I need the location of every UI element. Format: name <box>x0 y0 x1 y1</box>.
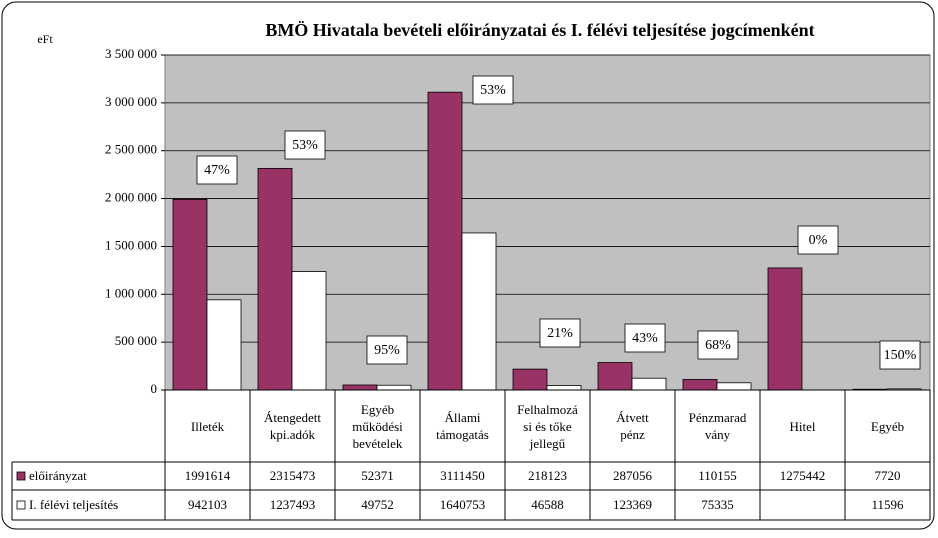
bar <box>461 232 497 391</box>
table-value: 46588 <box>531 497 564 512</box>
table-value: 942103 <box>188 497 227 512</box>
x-tick-label: Átvett pénz <box>616 410 649 442</box>
table-value: 1275442 <box>780 468 826 483</box>
y-tick-label: 0 <box>151 381 158 396</box>
chart-title: BMÖ Hivatala bevételi előirányzatai és I… <box>265 20 814 40</box>
x-tick-label-box: Egyéb működési bevételek <box>352 401 403 451</box>
x-tick-label-box: Átvett pénz <box>616 410 649 442</box>
legend-swatch <box>16 500 26 510</box>
x-tick-label: Hitel <box>789 418 816 434</box>
annotation: 150% <box>884 348 917 363</box>
annotation-box <box>624 323 666 353</box>
x-tick-label-box: Hitel <box>789 418 816 434</box>
legend-swatch <box>16 471 26 481</box>
x-tick-label: Illeték <box>190 418 225 434</box>
table-value: 1991614 <box>185 468 231 483</box>
y-tick-label: 3 500 000 <box>105 46 157 61</box>
legend-label: előirányzat <box>29 468 87 483</box>
annotation: 43% <box>632 331 658 346</box>
bar <box>172 198 208 391</box>
x-tick-label: Felhalmozá si és tőke jellegű <box>517 401 578 451</box>
x-tick-label-box: Egyéb <box>870 418 905 434</box>
table-value: 2315473 <box>270 468 316 483</box>
y-tick-label: 1 000 000 <box>105 285 157 300</box>
annotation: 53% <box>480 83 506 98</box>
x-tick-label-box: Illeték <box>190 418 225 434</box>
y-tick-label: 3 000 000 <box>105 94 157 109</box>
bar <box>512 368 548 391</box>
table-value: 110155 <box>698 468 737 483</box>
x-tick-label: Pénzmarad vány <box>688 410 747 442</box>
annotation-box <box>284 130 326 160</box>
table-value: 123369 <box>613 497 652 512</box>
x-tick-label: Állami támogatás <box>436 410 489 442</box>
annotation-box <box>196 155 238 185</box>
table-value: 11596 <box>871 497 904 512</box>
table-value: 49752 <box>361 497 394 512</box>
x-tick-label: Átengedett kpi.adók <box>263 410 322 442</box>
bar <box>206 299 242 391</box>
annotation: 95% <box>374 343 400 358</box>
annotation-box <box>697 330 739 360</box>
x-tick-label-box: Felhalmozá si és tőke jellegű <box>517 401 578 451</box>
y-tick-label: 2 000 000 <box>105 190 157 205</box>
x-tick-label-box: Pénzmarad vány <box>688 410 747 442</box>
bar <box>716 382 752 391</box>
table-value: 218123 <box>528 468 567 483</box>
legend-label: I. félévi teljesítés <box>29 497 118 512</box>
x-tick-label: Egyéb <box>870 418 905 434</box>
table-value: 52371 <box>361 468 394 483</box>
x-tick-label: Egyéb működési bevételek <box>352 401 403 451</box>
annotation: 21% <box>547 326 573 341</box>
annotation: 0% <box>809 233 828 248</box>
y-axis-label: eFt <box>37 32 53 46</box>
table-value: 7720 <box>875 468 901 483</box>
table-value: 1237493 <box>270 497 316 512</box>
bar <box>291 271 327 391</box>
bar <box>682 379 718 391</box>
bar <box>597 362 633 391</box>
annotation-box <box>539 318 581 348</box>
annotation: 53% <box>292 138 318 153</box>
table-value: 287056 <box>613 468 653 483</box>
annotation-box <box>797 225 839 255</box>
table-value: 75335 <box>701 497 734 512</box>
annotation: 47% <box>204 163 230 178</box>
bar <box>767 267 803 391</box>
y-tick-label: 500 000 <box>115 333 157 348</box>
table-value: 1640753 <box>440 497 486 512</box>
annotation-box <box>879 340 921 370</box>
bar <box>427 91 463 391</box>
x-tick-label-box: Átengedett kpi.adók <box>263 410 322 442</box>
bar <box>631 377 667 391</box>
table-value: 3111450 <box>440 468 485 483</box>
x-tick-label-box: Állami támogatás <box>436 410 489 442</box>
y-tick-label: 2 500 000 <box>105 142 157 157</box>
annotation: 68% <box>705 338 731 353</box>
annotation-box <box>472 75 514 105</box>
annotation-box <box>366 335 408 365</box>
y-tick-label: 1 500 000 <box>105 237 157 252</box>
bar <box>257 167 293 391</box>
